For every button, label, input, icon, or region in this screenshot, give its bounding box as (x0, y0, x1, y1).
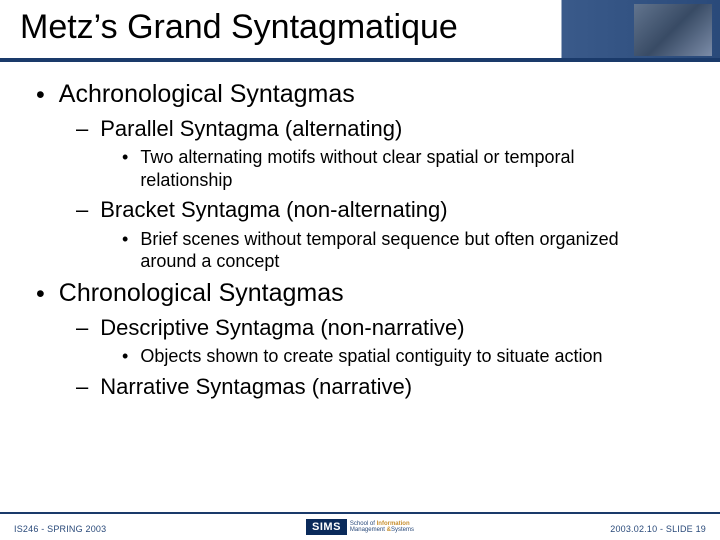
footer-course-label: IS246 - SPRING 2003 (14, 524, 106, 534)
slide-content: • Achronological Syntagmas – Parallel Sy… (0, 62, 720, 400)
bullet-dash-icon: – (76, 116, 88, 142)
bullet-text: Chronological Syntagmas (59, 279, 344, 308)
bullet-dot-icon: • (36, 279, 45, 309)
bullet-text: Descriptive Syntagma (non-narrative) (100, 315, 464, 341)
bullet-dot-icon: • (122, 228, 128, 251)
bullet-lvl3: • Two alternating motifs without clear s… (122, 146, 650, 191)
bullet-text: Objects shown to create spatial contigui… (140, 345, 602, 368)
bullet-dot-icon: • (122, 146, 128, 169)
bullet-text: Narrative Syntagmas (narrative) (100, 374, 412, 400)
bullet-text: Achronological Syntagmas (59, 80, 355, 109)
bullet-lvl2: – Parallel Syntagma (alternating) (76, 116, 690, 142)
bullet-dash-icon: – (76, 197, 88, 223)
bullet-text: Bracket Syntagma (non-alternating) (100, 197, 447, 223)
bullet-lvl3: • Brief scenes without temporal sequence… (122, 228, 650, 273)
bullet-dot-icon: • (36, 80, 45, 110)
bullet-dash-icon: – (76, 374, 88, 400)
bullet-lvl1: • Chronological Syntagmas (36, 279, 690, 309)
bullet-lvl2: – Narrative Syntagmas (narrative) (76, 374, 690, 400)
bullet-text: Two alternating motifs without clear spa… (140, 146, 650, 191)
bullet-text: Parallel Syntagma (alternating) (100, 116, 402, 142)
slide-title: Metz’s Grand Syntagmatique (20, 8, 458, 47)
bullet-lvl2: – Bracket Syntagma (non-alternating) (76, 197, 690, 223)
bullet-dash-icon: – (76, 315, 88, 341)
footer-logo: SIMS School of Information Management &S… (290, 518, 430, 536)
bullet-lvl1: • Achronological Syntagmas (36, 80, 690, 110)
sims-logo-subtext: School of Information Management &System… (350, 521, 414, 533)
slide-footer: IS246 - SPRING 2003 SIMS School of Infor… (0, 512, 720, 540)
footer-date-slide: 2003.02.10 - SLIDE 19 (610, 524, 706, 534)
bullet-lvl2: – Descriptive Syntagma (non-narrative) (76, 315, 690, 341)
sims-logo-text: SIMS (306, 519, 347, 535)
bullet-lvl3: • Objects shown to create spatial contig… (122, 345, 650, 368)
header-decorative-image (634, 4, 712, 56)
bullet-dot-icon: • (122, 345, 128, 368)
bullet-text: Brief scenes without temporal sequence b… (140, 228, 650, 273)
title-bar: Metz’s Grand Syntagmatique (0, 0, 720, 62)
